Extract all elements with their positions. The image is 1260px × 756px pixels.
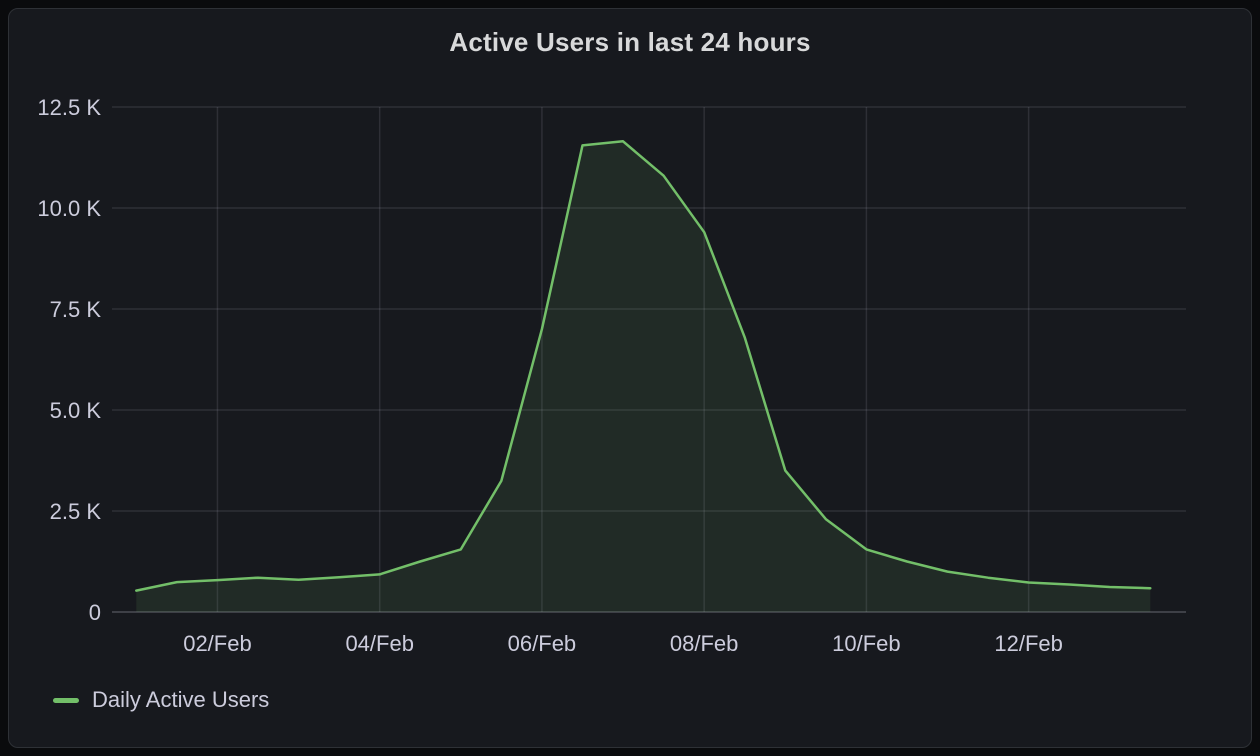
y-tick-label: 7.5 K bbox=[50, 297, 102, 322]
series-area bbox=[136, 141, 1151, 613]
y-tick-label: 10.0 K bbox=[37, 196, 101, 221]
x-tick-label: 10/Feb bbox=[832, 631, 901, 656]
x-tick-label: 02/Feb bbox=[183, 631, 252, 656]
chart-panel bbox=[8, 8, 1252, 748]
x-tick-label: 08/Feb bbox=[670, 631, 739, 656]
x-tick-label: 04/Feb bbox=[345, 631, 414, 656]
y-tick-label: 2.5 K bbox=[50, 499, 102, 524]
legend-series-label: Daily Active Users bbox=[92, 687, 270, 712]
y-tick-label: 0 bbox=[89, 600, 101, 625]
legend-series-marker bbox=[53, 697, 79, 703]
x-tick-label: 12/Feb bbox=[994, 631, 1063, 656]
legend: Daily Active Users bbox=[53, 687, 269, 713]
y-tick-label: 12.5 K bbox=[37, 95, 101, 120]
panel-title[interactable]: Active Users in last 24 hours bbox=[449, 27, 811, 57]
series-line bbox=[135, 140, 1152, 592]
x-tick-label: 06/Feb bbox=[508, 631, 577, 656]
y-tick-label: 5.0 K bbox=[50, 398, 102, 423]
legend-item-daily-active-users[interactable]: Daily Active Users bbox=[53, 687, 269, 713]
